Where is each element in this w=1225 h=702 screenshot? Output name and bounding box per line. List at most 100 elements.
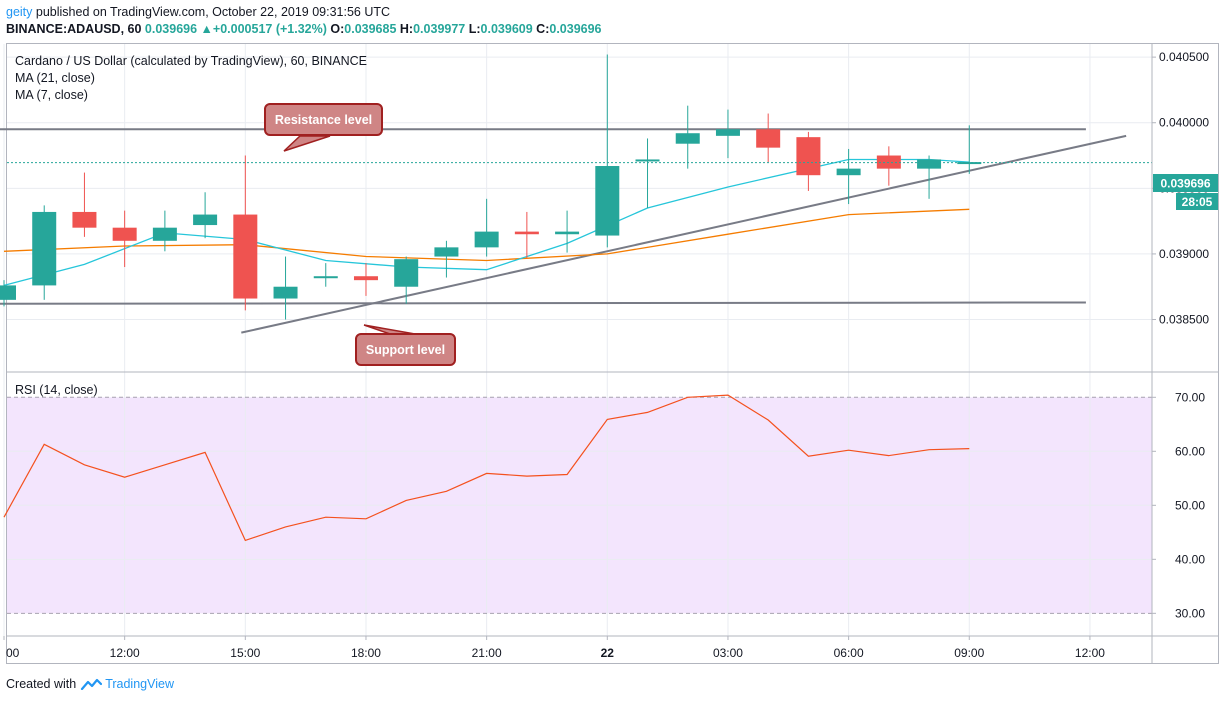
current-price-badge-bg xyxy=(1153,174,1218,192)
high-value: 0.039977 xyxy=(413,22,466,36)
published-text: published on TradingView.com, October 22… xyxy=(35,5,391,19)
candle-18 xyxy=(715,109,740,159)
countdown-badge-text: 28:05 xyxy=(1182,195,1213,209)
time-tick-label-9: 12:00 xyxy=(1075,646,1105,660)
candles xyxy=(0,54,982,320)
candle-body-8 xyxy=(313,276,338,279)
ma21-legend: MA (21, close) xyxy=(15,71,95,85)
axes: 0.0405000.0400000.0395000.0390000.038500… xyxy=(3,44,1218,664)
rsi-tick-label-2: 50.00 xyxy=(1175,498,1205,512)
support-callout[interactable]: Support level xyxy=(355,324,456,366)
price-tick-label-1: 0.040000 xyxy=(1159,116,1209,130)
candle-body-16 xyxy=(635,159,660,162)
symbol-label: BINANCE:ADAUSD, 60 xyxy=(6,22,142,36)
candle-19 xyxy=(756,113,781,163)
support-callout-pointer xyxy=(363,324,416,335)
last-price: 0.039696 xyxy=(144,22,198,36)
resistance-callout-label: Resistance level xyxy=(275,113,372,127)
candle-body-4 xyxy=(152,227,177,241)
close-value: 0.039696 xyxy=(549,22,602,36)
rsi-legend: RSI (14, close) xyxy=(15,383,98,397)
open-value: 0.039685 xyxy=(344,22,397,36)
time-tick-label-5: 22 xyxy=(601,646,615,660)
candle-16 xyxy=(635,138,660,208)
chart-grid xyxy=(3,44,1152,636)
rsi-tick-label-1: 60.00 xyxy=(1175,444,1205,458)
drawing-lines[interactable] xyxy=(0,128,1127,334)
close-label: C: xyxy=(536,22,550,36)
candle-21 xyxy=(836,148,861,205)
ohlc-bar: BINANCE:ADAUSD, 60 0.039696 ▲+0.000517 (… xyxy=(6,22,602,36)
publish-info: geity published on TradingView.com, Octo… xyxy=(6,5,390,19)
candle-body-13 xyxy=(514,231,539,235)
candle-body-18 xyxy=(715,129,740,136)
candle-body-6 xyxy=(233,214,258,299)
candle-11 xyxy=(434,240,459,278)
publisher-username[interactable]: geity xyxy=(6,5,33,19)
tradingview-brand: TradingView xyxy=(105,677,174,691)
candle-body-14 xyxy=(555,231,580,235)
price-tick-label-0: 0.040500 xyxy=(1159,50,1209,64)
candle-15 xyxy=(595,54,620,248)
candle-body-7 xyxy=(273,286,298,299)
low-value: 0.039609 xyxy=(480,22,533,36)
candle-20 xyxy=(796,131,821,191)
candle-12 xyxy=(474,198,499,257)
candle-5 xyxy=(193,192,218,239)
ma7-legend: MA (7, close) xyxy=(15,88,88,102)
candle-1 xyxy=(32,205,57,300)
resistance-callout-pointer xyxy=(283,135,331,152)
candle-body-21 xyxy=(836,168,861,176)
candle-body-9 xyxy=(353,276,378,281)
low-label: L: xyxy=(468,22,481,36)
trendline-line xyxy=(241,134,1127,334)
chart-frame xyxy=(6,43,1219,664)
candle-body-22 xyxy=(876,155,901,169)
time-tick-label-2: 15:00 xyxy=(230,646,260,660)
candle-7 xyxy=(273,256,298,320)
candle-8 xyxy=(313,263,338,287)
time-tick-label-4: 21:00 xyxy=(472,646,502,660)
time-tick-label-3: 18:00 xyxy=(351,646,381,660)
candle-6 xyxy=(233,155,258,311)
time-tick-label-1: 12:00 xyxy=(110,646,140,660)
footer: Created with TradingView xyxy=(6,677,174,691)
candle-body-1 xyxy=(32,211,57,286)
arrow-up-icon: ▲ xyxy=(200,22,213,36)
created-with-text: Created with xyxy=(6,677,77,691)
candle-13 xyxy=(514,211,539,258)
candle-body-23 xyxy=(917,159,942,169)
tradingview-cloud-icon xyxy=(81,678,103,690)
support-callout-label: Support level xyxy=(366,343,445,357)
candle-body-11 xyxy=(434,247,459,257)
price-change: +0.000517 (+1.32%) xyxy=(212,22,327,36)
resistance-callout-box xyxy=(264,103,383,136)
current-price-badge-text: 0.039696 xyxy=(1160,177,1210,191)
time-tick-label-6: 03:00 xyxy=(713,646,743,660)
candle-body-3 xyxy=(112,227,137,241)
candle-17 xyxy=(675,105,700,169)
price-tick-label-4: 0.038500 xyxy=(1159,313,1209,327)
time-tick-label-7: 06:00 xyxy=(834,646,864,660)
high-label: H: xyxy=(399,22,414,36)
candle-body-20 xyxy=(796,137,821,176)
price-tick-label-3: 0.039000 xyxy=(1159,247,1209,261)
candle-body-12 xyxy=(474,231,499,248)
candle-body-19 xyxy=(756,129,781,148)
current-price-badge: 0.039696 xyxy=(1153,174,1218,192)
candle-9 xyxy=(353,263,378,296)
resistance-callout[interactable]: Resistance level xyxy=(264,103,383,152)
time-tick-label-0: 00 xyxy=(6,646,20,660)
candle-body-5 xyxy=(193,214,218,226)
tradingview-logo[interactable]: TradingView xyxy=(80,677,174,691)
countdown-badge: 28:05 xyxy=(1176,193,1218,210)
candle-body-10 xyxy=(394,259,419,287)
support-callout-box xyxy=(355,333,456,366)
rsi-line xyxy=(3,394,970,542)
candle-body-0 xyxy=(0,285,16,300)
candle-4 xyxy=(152,210,177,252)
candle-3 xyxy=(112,210,137,268)
candle-22 xyxy=(876,146,901,186)
candle-10 xyxy=(394,256,419,304)
